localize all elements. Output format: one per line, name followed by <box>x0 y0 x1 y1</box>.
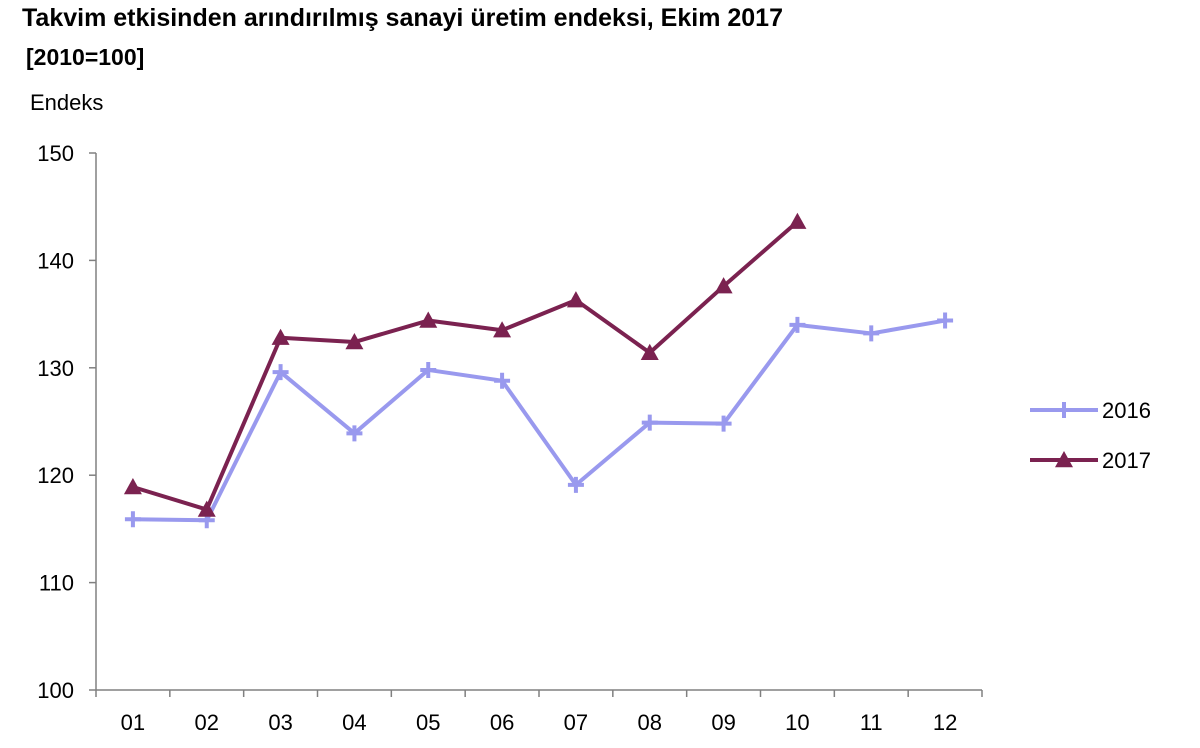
y-tick-label: 120 <box>37 463 74 488</box>
data-point-marker <box>788 212 807 229</box>
legend-item: 2017 <box>1030 448 1151 473</box>
legend: 2016 2017 <box>1030 398 1151 473</box>
data-point-marker <box>640 343 659 360</box>
data-point-marker <box>272 364 289 381</box>
x-tick-label: 04 <box>342 710 366 735</box>
data-point-marker <box>937 312 954 329</box>
series-line <box>132 220 799 512</box>
data-point-marker <box>566 291 585 308</box>
series-layer <box>123 212 954 529</box>
chart-subtitle: [2010=100] <box>26 44 145 70</box>
data-point-marker <box>1056 402 1072 418</box>
x-tick-label: 02 <box>195 710 219 735</box>
data-point-marker <box>124 511 141 528</box>
x-tick-label: 11 <box>860 710 883 735</box>
x-tick-label: 05 <box>416 710 440 735</box>
data-point-marker <box>345 333 364 350</box>
chart-title: Takvim etkisinden arındırılmış sanayi ür… <box>22 4 783 32</box>
series-2017 <box>123 212 807 517</box>
axes <box>95 153 982 691</box>
data-point-marker <box>493 321 512 338</box>
y-tick-label: 150 <box>37 141 74 166</box>
data-point-marker <box>863 325 880 342</box>
data-point-marker <box>346 425 363 442</box>
data-point-marker <box>420 361 437 378</box>
y-axis-label: Endeks <box>30 90 104 115</box>
x-tick-label: 10 <box>785 710 809 735</box>
data-point-marker <box>714 277 733 294</box>
y-tick-label: 100 <box>37 678 74 703</box>
x-tick-label: 09 <box>711 710 735 735</box>
data-point-marker <box>567 476 584 493</box>
series-line <box>132 318 946 523</box>
data-point-marker <box>641 414 658 431</box>
y-tick-label: 110 <box>39 571 74 596</box>
data-point-marker <box>715 415 732 432</box>
data-point-marker <box>123 478 142 495</box>
x-tick-label: 01 <box>121 710 145 735</box>
x-tick-label: 12 <box>933 710 957 735</box>
legend-item: 2016 <box>1030 398 1151 423</box>
data-point-marker <box>494 372 511 389</box>
data-point-marker <box>271 328 290 345</box>
series-2016 <box>124 312 954 529</box>
data-point-marker <box>419 311 438 328</box>
data-point-marker <box>789 316 806 333</box>
y-tick-label: 130 <box>37 356 74 381</box>
data-point-marker <box>1055 451 1073 468</box>
legend-label: 2017 <box>1102 448 1151 473</box>
y-axis-ticks: 100 110 120 130 140 150 <box>37 141 96 703</box>
legend-label: 2016 <box>1102 398 1151 423</box>
x-tick-label: 07 <box>564 710 588 735</box>
data-point-marker <box>197 500 216 517</box>
x-tick-label: 08 <box>638 710 662 735</box>
x-tick-label: 03 <box>268 710 292 735</box>
x-axis-ticks: 01 02 03 04 05 06 07 08 09 10 11 12 <box>95 690 983 735</box>
y-tick-label: 140 <box>37 248 74 273</box>
x-tick-label: 06 <box>490 710 514 735</box>
